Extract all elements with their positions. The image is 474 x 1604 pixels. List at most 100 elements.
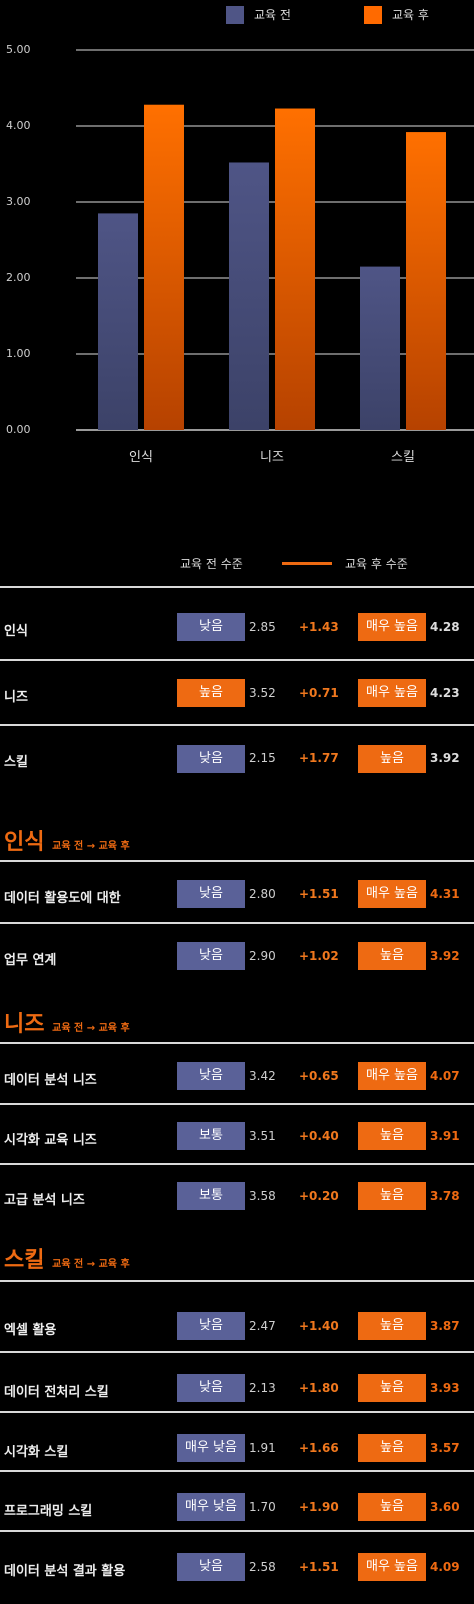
- after-level-badge: 높음: [358, 1374, 426, 1402]
- summary-row-label: 인식: [4, 624, 28, 639]
- legend2-before-label: 교육 전 수준: [180, 557, 243, 571]
- before-level-badge: 낮음: [177, 880, 245, 908]
- y-tick-label: 2.00: [6, 271, 31, 284]
- legend2-line: [282, 562, 332, 565]
- delta-value: +1.02: [299, 949, 339, 963]
- detail-row-label: 프로그래밍 스킬: [4, 1504, 93, 1519]
- after-value: 4.31: [430, 887, 460, 901]
- legend-label-before: 교육 전: [254, 8, 291, 22]
- after-level-badge: 높음: [358, 942, 426, 970]
- before-value: 3.51: [249, 1129, 276, 1143]
- detail-row-label: 시각화 교육 니즈: [4, 1133, 97, 1148]
- before-value: 3.42: [249, 1069, 276, 1083]
- bar-before-3: [360, 266, 400, 430]
- bar-after-3: [406, 132, 446, 430]
- before-value: 1.70: [249, 1500, 276, 1514]
- before-level-badge: 보통: [177, 1182, 245, 1210]
- bar-after-2: [275, 108, 315, 431]
- summary-row-label: 스킬: [4, 755, 28, 770]
- after-value: 4.23: [430, 686, 460, 700]
- summary-row-label: 니즈: [4, 690, 28, 705]
- after-level-badge: 매우 높음: [358, 1062, 426, 1090]
- table-rule: [0, 1530, 474, 1532]
- before-level-badge: 낮음: [177, 1312, 245, 1340]
- before-value: 2.90: [249, 949, 276, 963]
- after-value: 3.92: [430, 751, 460, 765]
- delta-value: +0.71: [299, 686, 339, 700]
- before-level-badge: 낮음: [177, 1374, 245, 1402]
- after-level-badge: 매우 높음: [358, 679, 426, 707]
- after-value: 3.57: [430, 1441, 460, 1455]
- before-level-badge: 낮음: [177, 613, 245, 641]
- legend-swatch-before: [226, 6, 244, 24]
- legend2-after-label: 교육 후 수준: [345, 557, 408, 571]
- section-title: 스킬 교육 전 → 교육 후: [4, 1242, 130, 1274]
- before-level-badge: 매우 낮음: [177, 1493, 245, 1521]
- table-rule: [0, 659, 474, 661]
- detail-row-label: 데이터 활용도에 대한: [4, 891, 121, 906]
- detail-row-label: 데이터 분석 결과 활용: [4, 1564, 126, 1579]
- after-value: 3.78: [430, 1189, 460, 1203]
- table-rule: [0, 860, 474, 862]
- before-level-badge: 보통: [177, 1122, 245, 1150]
- before-value: 2.58: [249, 1560, 276, 1574]
- section-subtitle: 교육 전 → 교육 후: [52, 1023, 130, 1034]
- detail-row-label: 데이터 분석 니즈: [4, 1073, 97, 1088]
- before-level-badge: 낮음: [177, 745, 245, 773]
- delta-value: +1.51: [299, 887, 339, 901]
- section-title-text: 인식: [4, 830, 45, 855]
- section-title-text: 스킬: [4, 1248, 45, 1273]
- delta-value: +1.77: [299, 751, 339, 765]
- table-rule: [0, 1103, 474, 1105]
- before-value: 3.52: [249, 686, 276, 700]
- x-category-label: 스킬: [391, 450, 415, 465]
- y-tick-label: 0.00: [6, 423, 31, 436]
- bar-after-1: [144, 104, 184, 430]
- before-value: 2.47: [249, 1319, 276, 1333]
- section-subtitle: 교육 전 → 교육 후: [52, 841, 130, 852]
- before-value: 2.15: [249, 751, 276, 765]
- detail-row-label: 시각화 스킬: [4, 1445, 69, 1460]
- after-level-badge: 높음: [358, 1122, 426, 1150]
- bar-before-2: [229, 162, 269, 431]
- table-rule: [0, 1163, 474, 1165]
- y-tick-label: 4.00: [6, 119, 31, 132]
- after-level-badge: 높음: [358, 745, 426, 773]
- delta-value: +1.40: [299, 1319, 339, 1333]
- bar-before-1: [98, 213, 138, 430]
- delta-value: +0.40: [299, 1129, 339, 1143]
- after-level-badge: 매우 높음: [358, 613, 426, 641]
- table-rule: [0, 1470, 474, 1472]
- section-title: 인식 교육 전 → 교육 후: [4, 824, 130, 856]
- after-value: 4.09: [430, 1560, 460, 1574]
- before-level-badge: 낮음: [177, 1553, 245, 1581]
- before-level-badge: 매우 낮음: [177, 1434, 245, 1462]
- before-level-badge: 낮음: [177, 942, 245, 970]
- after-value: 3.87: [430, 1319, 460, 1333]
- detail-row-label: 업무 연계: [4, 953, 57, 968]
- table-rule: [0, 1411, 474, 1413]
- x-category-label: 인식: [129, 450, 153, 465]
- delta-value: +1.66: [299, 1441, 339, 1455]
- delta-value: +1.43: [299, 620, 339, 634]
- after-level-badge: 높음: [358, 1182, 426, 1210]
- table-rule: [0, 922, 474, 924]
- table-rule: [0, 1280, 474, 1282]
- before-value: 3.58: [249, 1189, 276, 1203]
- before-value: 1.91: [249, 1441, 276, 1455]
- legend-swatch-after: [364, 6, 382, 24]
- after-value: 4.28: [430, 620, 460, 634]
- bar-chart: [76, 49, 474, 431]
- after-value: 3.92: [430, 949, 460, 963]
- table-rule: [0, 586, 474, 588]
- detail-row-label: 데이터 전처리 스킬: [4, 1385, 109, 1400]
- delta-value: +1.80: [299, 1381, 339, 1395]
- section-subtitle: 교육 전 → 교육 후: [52, 1259, 130, 1270]
- y-tick-label: 1.00: [6, 347, 31, 360]
- table-rule: [0, 724, 474, 726]
- after-value: 4.07: [430, 1069, 460, 1083]
- after-value: 3.91: [430, 1129, 460, 1143]
- before-level-badge: 높음: [177, 679, 245, 707]
- table-rule: [0, 1351, 474, 1353]
- before-value: 2.13: [249, 1381, 276, 1395]
